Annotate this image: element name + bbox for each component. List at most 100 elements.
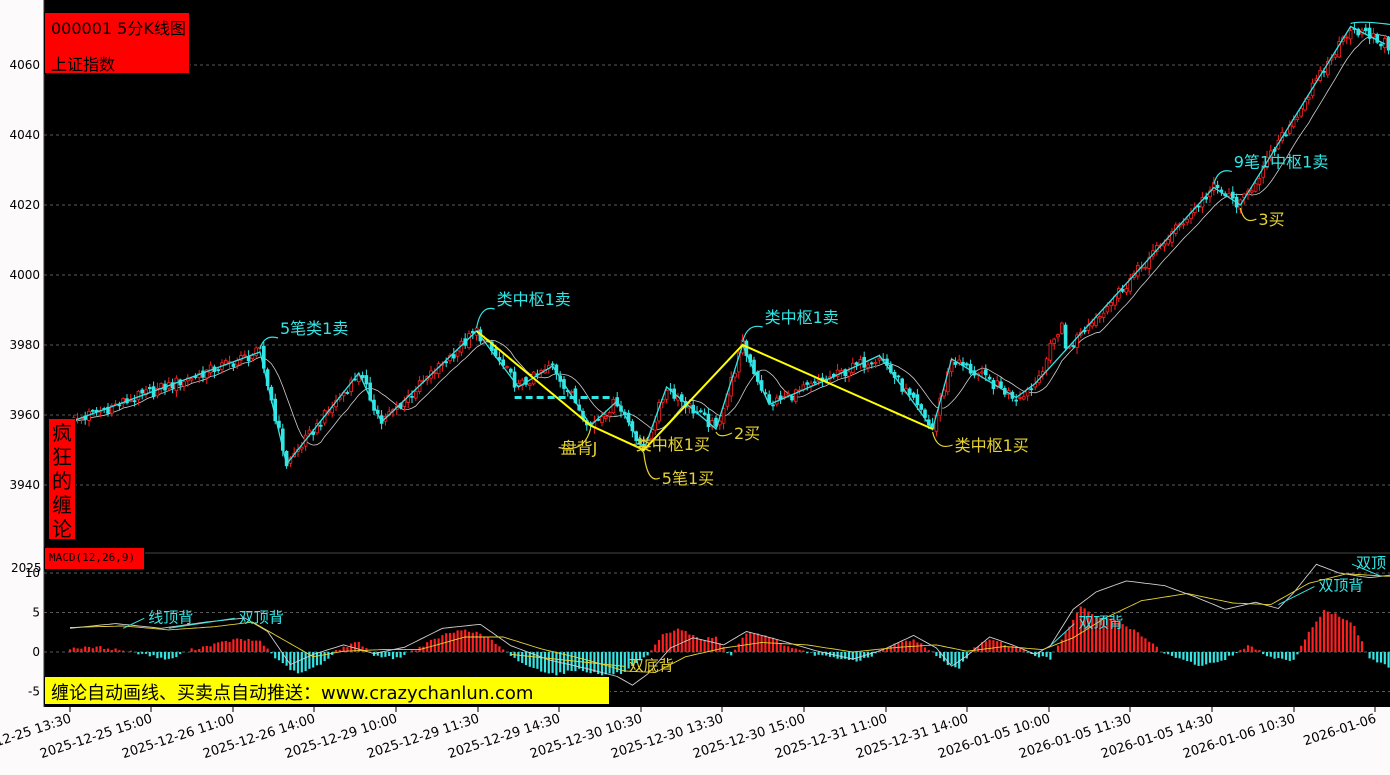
candle-up [1181, 223, 1186, 226]
title-tag: 000001 5分K线图 上证指数 [44, 12, 190, 74]
annotation-label: 盘背J [561, 439, 598, 458]
candle-up [1253, 183, 1258, 192]
candle-up [520, 379, 524, 387]
annotation-pointer [715, 431, 733, 437]
annotation-pointer [1239, 207, 1257, 222]
annotation-label: 9笔1中枢1卖 [1234, 153, 1329, 172]
candle-up [721, 408, 726, 424]
candle-down [106, 406, 110, 414]
annotation-pointer [558, 428, 592, 450]
candle-up [1326, 61, 1330, 76]
candle-down [714, 417, 718, 427]
candle-up [1101, 312, 1106, 318]
candle-down [91, 409, 95, 412]
price-axis-ticks: 3940 3960 3980 4000 4020 4040 4060 [9, 58, 40, 492]
candle-up [835, 369, 840, 377]
candle-up [1052, 338, 1057, 344]
candle-up [128, 400, 133, 402]
macd-tick-label: 5 [32, 606, 40, 620]
candle-down [501, 359, 505, 366]
candle-up [1303, 101, 1307, 111]
candle-up [455, 350, 460, 357]
macd-annotation-label: 线顶背 [148, 608, 193, 626]
annotation-label: 类中枢1买 [955, 436, 1029, 455]
macd-annotation-label: 双顶背 [1078, 614, 1123, 632]
candle-up [121, 398, 126, 404]
candle-down [1063, 324, 1068, 349]
annotation-label: 类中枢1卖 [497, 290, 571, 309]
price-tick-label: 4060 [9, 58, 40, 72]
candle-down [1120, 289, 1125, 292]
candle-up [957, 359, 961, 363]
candle-up [189, 378, 194, 381]
chart-title: 000001 5分K线图 [51, 19, 186, 38]
macd-annotation-label: 双底背 [629, 656, 674, 674]
candle-up [254, 347, 259, 356]
candle-down [870, 362, 874, 365]
segment-lines [475, 330, 934, 452]
candle-up [649, 431, 654, 440]
candle-up [1018, 396, 1022, 399]
candle-up [1166, 239, 1171, 245]
candle-up [406, 395, 410, 403]
candle-down [987, 376, 992, 380]
candle-down [790, 395, 794, 401]
macd-annotation-pointer [1278, 586, 1315, 606]
candle-up [1295, 116, 1300, 120]
candle-down [246, 356, 251, 362]
price-tick-label: 4000 [9, 268, 40, 282]
candle-up [242, 354, 247, 357]
candle-up [794, 389, 798, 402]
candle-down [451, 354, 456, 359]
candle-up [1109, 302, 1114, 307]
candle-up [307, 429, 312, 435]
macd-annotation-label: 双顶背 [1318, 577, 1363, 595]
candle-up [349, 379, 353, 392]
candle-down [550, 363, 555, 366]
candle-down [470, 331, 475, 334]
annotation-pointer [1350, 21, 1390, 26]
annotation-pointer [1213, 170, 1232, 185]
macd-annotation-pointer [510, 653, 625, 667]
candle-down [360, 375, 365, 378]
candle-down [147, 387, 152, 390]
candle-up [1124, 288, 1129, 293]
annotation-label: 5笔类1卖 [280, 319, 348, 338]
candle-up [1044, 358, 1049, 371]
candle-up [1143, 266, 1148, 269]
candle-down [911, 392, 916, 398]
candle-up [1056, 334, 1060, 338]
annotation-label: 类中枢1卖 [765, 308, 839, 327]
candle-down [805, 382, 809, 385]
candle-up [155, 387, 160, 397]
macd-annotation-label: 双顶背 [239, 608, 284, 626]
candle-down [1231, 191, 1235, 199]
price-tick-label: 3940 [9, 478, 40, 492]
candle-down [965, 363, 969, 366]
candle-down [699, 410, 703, 413]
candle-up [208, 364, 213, 374]
candle-up [204, 369, 209, 379]
candle-down [193, 376, 198, 378]
candle-up [604, 415, 608, 419]
candle-up [1307, 96, 1311, 100]
candle-down [813, 381, 817, 384]
candle-down [767, 394, 771, 404]
candle-down [702, 412, 707, 415]
candle-up [1333, 54, 1338, 58]
candle-up [330, 407, 334, 414]
macd-indicator-label: MACD(12,26,9) [44, 547, 145, 570]
candle-down [201, 370, 205, 378]
candle-down [345, 392, 350, 394]
macd-annotation-pointer [1351, 563, 1382, 577]
candle-up [1185, 219, 1190, 223]
candle-up [877, 357, 882, 361]
candle-down [771, 404, 775, 407]
candle-up [1105, 306, 1110, 313]
candle-down [1375, 34, 1380, 43]
candle-up [866, 364, 870, 368]
candle-up [569, 390, 574, 393]
